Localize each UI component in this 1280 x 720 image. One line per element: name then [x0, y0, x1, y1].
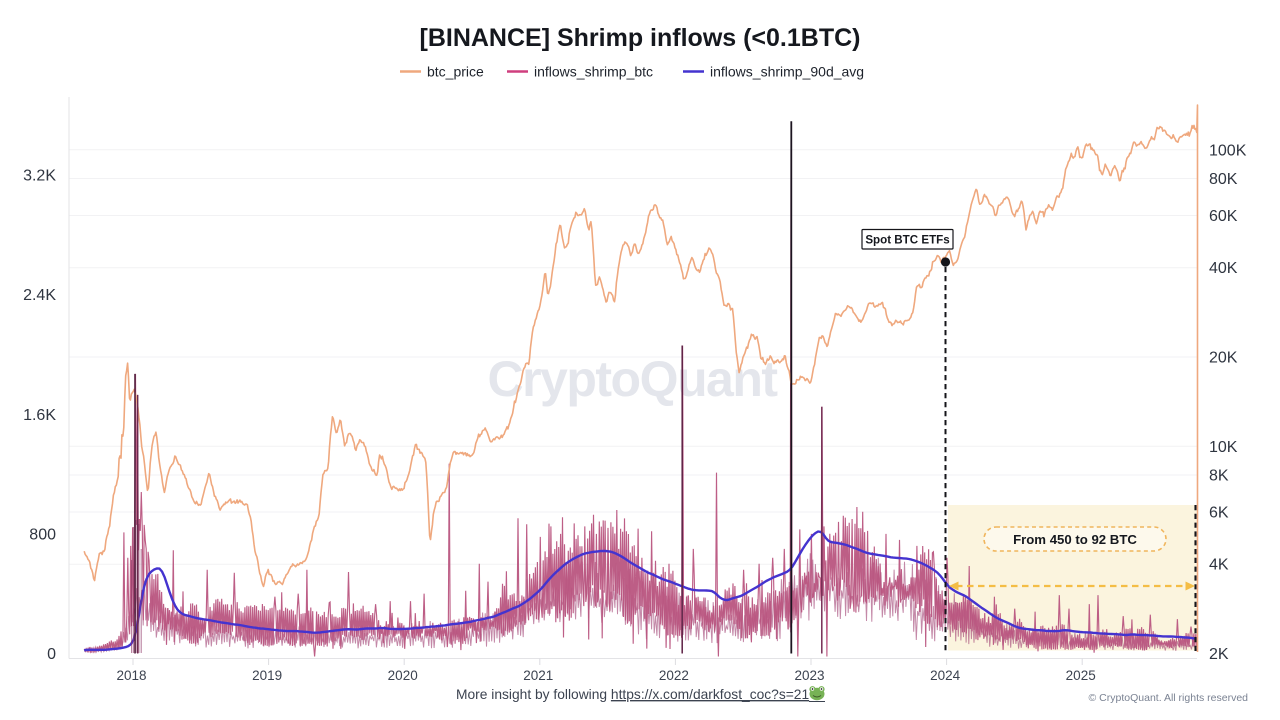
svg-text:btc_price: btc_price: [427, 64, 484, 80]
svg-text:20K: 20K: [1209, 350, 1238, 367]
svg-text:40K: 40K: [1209, 260, 1238, 277]
svg-text:[BINANCE] Shrimp inflows (<0.1: [BINANCE] Shrimp inflows (<0.1BTC): [420, 24, 861, 52]
svg-text:100K: 100K: [1209, 142, 1247, 159]
svg-text:2023: 2023: [794, 668, 824, 683]
svg-text:3.2K: 3.2K: [23, 168, 56, 185]
svg-text:inflows_shrimp_btc: inflows_shrimp_btc: [534, 64, 653, 80]
svg-text:inflows_shrimp_90d_avg: inflows_shrimp_90d_avg: [710, 64, 864, 80]
svg-text:2K: 2K: [1209, 646, 1229, 663]
svg-text:CryptoQuant: CryptoQuant: [487, 351, 778, 407]
svg-text:6K: 6K: [1209, 505, 1229, 522]
svg-text:1.6K: 1.6K: [23, 407, 56, 424]
svg-text:0: 0: [47, 646, 56, 663]
svg-text:800: 800: [29, 526, 56, 543]
svg-text:2021: 2021: [523, 668, 553, 683]
svg-text:More insight by following http: More insight by following https://x.com/…: [456, 687, 809, 702]
svg-text:2024: 2024: [930, 668, 961, 683]
svg-text:60K: 60K: [1209, 208, 1238, 225]
svg-text:8K: 8K: [1209, 468, 1229, 485]
svg-text:From 450 to 92 BTC: From 450 to 92 BTC: [1013, 532, 1137, 547]
svg-text:4K: 4K: [1209, 557, 1229, 574]
svg-text:2025: 2025: [1066, 668, 1096, 683]
svg-text:© CryptoQuant. All rights rese: © CryptoQuant. All rights reserved: [1089, 692, 1249, 704]
svg-text:2022: 2022: [659, 668, 689, 683]
svg-text:2019: 2019: [252, 668, 282, 683]
svg-text:10K: 10K: [1209, 439, 1238, 456]
svg-text:2020: 2020: [388, 668, 418, 683]
svg-text:2.4K: 2.4K: [23, 287, 56, 304]
svg-text:Spot BTC ETFs: Spot BTC ETFs: [865, 234, 949, 247]
svg-text:80K: 80K: [1209, 171, 1238, 188]
svg-text:2018: 2018: [116, 668, 146, 683]
